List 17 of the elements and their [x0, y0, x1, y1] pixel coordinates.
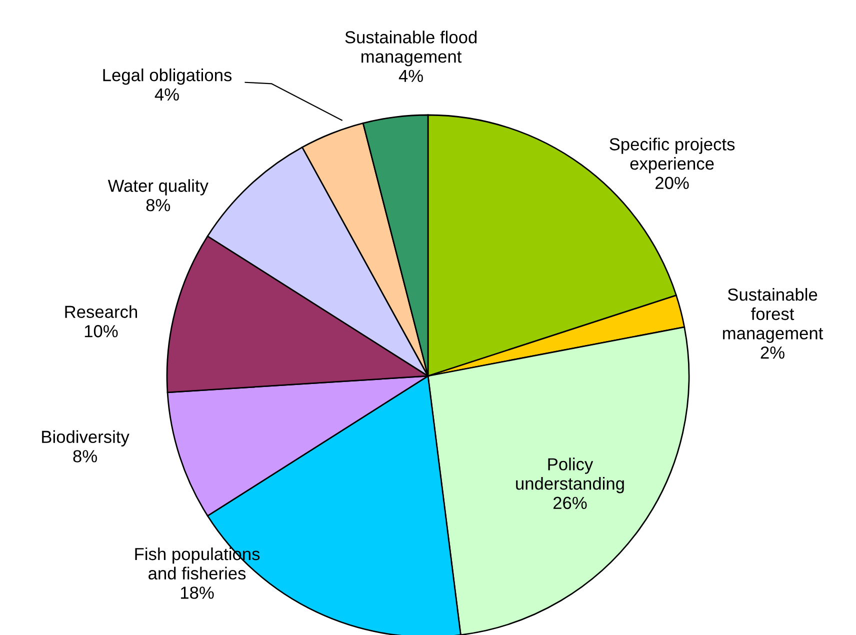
slice-label: Specific projects experience	[610, 138, 735, 174]
slice-label: Research	[65, 305, 137, 318]
slice-label: Water quality	[108, 179, 208, 196]
data-label: 10%	[84, 325, 118, 338]
data-label: 26%	[553, 496, 587, 510]
slice-label: Policy understanding	[516, 458, 624, 494]
slice-label: Sustainable forest management	[723, 288, 824, 343]
data-label: 8%	[73, 450, 97, 462]
slice-label: Sustainable flood management	[345, 30, 477, 66]
data-label: 4%	[154, 88, 179, 101]
data-label: 20%	[656, 176, 689, 190]
slice-label: Biodiversity	[42, 430, 130, 446]
data-label: 4%	[398, 70, 423, 82]
data-label: 2%	[760, 346, 784, 359]
slice-label: Legal obligations	[103, 68, 232, 85]
data-label: 8%	[146, 198, 170, 212]
data-label: 18%	[180, 586, 214, 599]
